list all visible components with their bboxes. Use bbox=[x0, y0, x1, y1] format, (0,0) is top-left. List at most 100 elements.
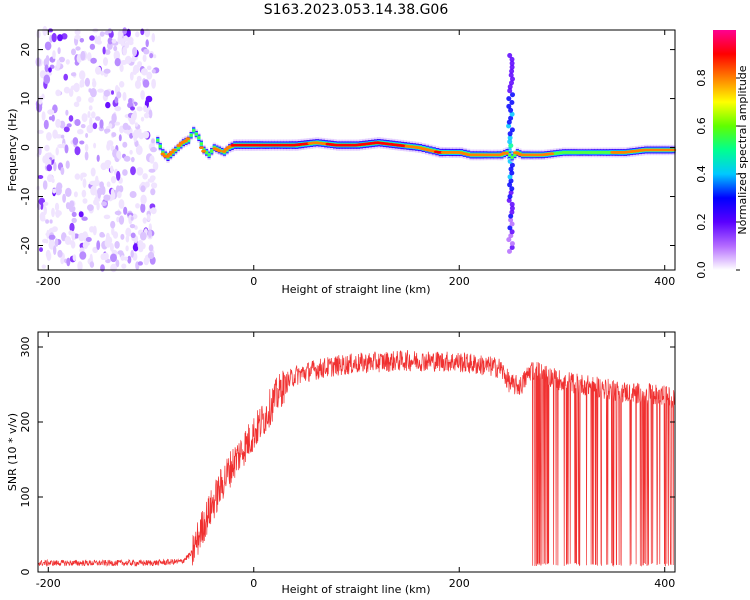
noise-speckle bbox=[110, 263, 117, 273]
ridge-core bbox=[504, 152, 509, 155]
colorbar-tick-label: 0.4 bbox=[695, 165, 708, 183]
noise-speckle bbox=[84, 77, 90, 87]
noise-speckle bbox=[106, 140, 114, 147]
spike-blob bbox=[509, 170, 515, 176]
noise-speckle bbox=[140, 28, 145, 36]
spectrogram-y-tick-label: 0 bbox=[19, 144, 32, 151]
noise-speckle bbox=[150, 146, 157, 153]
noise-speckle bbox=[65, 187, 72, 197]
ridge-core bbox=[169, 150, 175, 154]
noise-speckle bbox=[56, 59, 61, 70]
noise-speckle bbox=[138, 128, 142, 134]
noise-speckle bbox=[46, 132, 52, 141]
noise-speckle bbox=[145, 39, 149, 48]
noise-speckle bbox=[55, 147, 59, 156]
noise-speckle bbox=[129, 191, 137, 198]
ridge-band bbox=[508, 153, 512, 157]
chart-title: S163.2023.053.14.38.G06 bbox=[264, 2, 449, 18]
noise-speckle bbox=[64, 144, 69, 154]
noise-speckle bbox=[66, 123, 72, 128]
spike-blob bbox=[509, 201, 515, 207]
noise-speckle bbox=[72, 137, 79, 146]
snr-y-tick-label: 200 bbox=[19, 412, 32, 433]
noise-speckle bbox=[96, 240, 101, 251]
noise-speckle bbox=[79, 38, 85, 43]
noise-speckle bbox=[116, 191, 122, 199]
noise-speckle bbox=[63, 86, 70, 94]
noise-speckle bbox=[40, 217, 46, 222]
spike-blob bbox=[508, 217, 514, 223]
spike-blob bbox=[509, 56, 515, 62]
noise-speckle bbox=[65, 160, 70, 169]
noise-speckle bbox=[57, 34, 63, 42]
noise-speckle bbox=[44, 41, 52, 51]
ridge-band bbox=[161, 151, 165, 154]
spike-blob bbox=[506, 96, 512, 102]
noise-speckle bbox=[81, 189, 87, 198]
noise-speckle bbox=[142, 54, 147, 62]
noise-speckle bbox=[140, 194, 147, 205]
noise-speckle bbox=[89, 253, 93, 264]
noise-speckle bbox=[113, 50, 121, 61]
noise-speckle bbox=[69, 200, 75, 208]
ridge-band bbox=[591, 151, 595, 154]
noise-speckle bbox=[132, 46, 138, 57]
noise-speckle bbox=[100, 70, 105, 76]
noise-speckle bbox=[78, 211, 84, 218]
noise-speckle bbox=[138, 132, 145, 140]
ridge-band bbox=[570, 151, 575, 154]
noise-speckle bbox=[121, 263, 127, 269]
noise-speckle bbox=[116, 91, 122, 99]
ridge-band bbox=[564, 151, 569, 154]
noise-speckle bbox=[125, 245, 129, 252]
noise-speckle bbox=[74, 34, 81, 40]
noise-speckle bbox=[114, 96, 119, 104]
ridge-band bbox=[562, 151, 566, 154]
noise-speckle bbox=[65, 109, 69, 116]
ridge-band bbox=[176, 146, 180, 149]
noise-speckle bbox=[142, 173, 148, 180]
spike-blob bbox=[507, 84, 513, 90]
spike-blob bbox=[507, 194, 513, 199]
noise-speckle bbox=[104, 49, 111, 55]
noise-speckle bbox=[84, 151, 89, 161]
noise-speckle bbox=[47, 109, 55, 115]
spike-blob bbox=[508, 107, 514, 113]
ridge-band bbox=[205, 151, 209, 154]
noise-speckle bbox=[136, 75, 142, 82]
noise-speckle bbox=[114, 58, 121, 67]
noise-speckle bbox=[106, 181, 111, 188]
noise-speckle bbox=[57, 47, 61, 55]
spike-blob bbox=[509, 229, 515, 235]
ridge-core bbox=[160, 152, 166, 156]
noise-speckle bbox=[52, 188, 57, 194]
noise-speckle bbox=[73, 101, 80, 108]
snr-frame bbox=[37, 331, 676, 573]
noise-speckle bbox=[138, 245, 144, 253]
spike-blob bbox=[509, 252, 514, 258]
noise-speckle bbox=[116, 216, 120, 223]
noise-speckle bbox=[62, 193, 66, 203]
ridge-band bbox=[158, 145, 162, 148]
colorbar-tick-label: 0.0 bbox=[695, 261, 708, 279]
noise-speckle bbox=[150, 188, 156, 196]
noise-speckle bbox=[151, 33, 156, 43]
noise-speckle bbox=[111, 90, 114, 95]
noise-speckle bbox=[144, 28, 151, 38]
noise-speckle bbox=[125, 55, 132, 64]
noise-speckle bbox=[140, 90, 145, 100]
noise-speckle bbox=[75, 46, 81, 51]
ridge-band bbox=[556, 151, 560, 155]
noise-speckle bbox=[114, 121, 121, 126]
ridge-core bbox=[176, 144, 182, 148]
noise-speckle bbox=[101, 201, 107, 206]
ridge-band bbox=[579, 151, 584, 154]
noise-speckle bbox=[129, 149, 133, 155]
noise-speckle bbox=[148, 244, 154, 252]
noise-speckle bbox=[80, 172, 87, 178]
noise-speckle bbox=[86, 124, 94, 134]
noise-speckle bbox=[110, 176, 117, 184]
noise-speckle bbox=[148, 229, 152, 238]
noise-speckle bbox=[55, 209, 61, 218]
noise-speckle bbox=[140, 116, 145, 122]
